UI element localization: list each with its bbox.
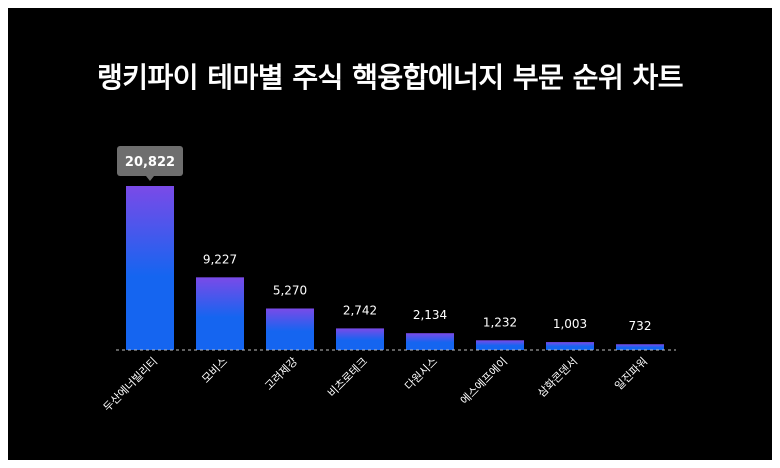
bar-7[interactable] xyxy=(546,342,594,350)
bar-6[interactable] xyxy=(476,340,524,350)
category-label-1: 두산에너빌리티 xyxy=(101,355,160,414)
value-label-7: 1,003 xyxy=(553,317,587,331)
bar-5[interactable] xyxy=(406,333,454,350)
value-label-4: 2,742 xyxy=(343,303,377,317)
chart-title: 랭키파이 테마별 주식 핵융합에너지 부문 순위 차트 xyxy=(97,61,683,94)
value-label-6: 1,232 xyxy=(483,315,517,329)
category-label-5: 다원시스 xyxy=(402,355,440,393)
tooltip-pointer xyxy=(146,176,154,181)
value-label-2: 9,227 xyxy=(203,252,237,266)
bar-3[interactable] xyxy=(266,308,314,350)
value-label-8: 732 xyxy=(629,319,652,333)
value-tooltip xyxy=(117,146,183,176)
category-label-7: 삼화콘덴서 xyxy=(535,355,580,400)
bar-4[interactable] xyxy=(336,328,384,350)
category-label-4: 비츠로테크 xyxy=(325,355,370,400)
value-label-3: 5,270 xyxy=(273,283,307,297)
category-label-3: 고려제강 xyxy=(262,355,300,393)
category-label-2: 모비스 xyxy=(199,355,230,386)
bar-chart: 20,822 두산에너빌리티 9,227 모비스 5,270 고려제강 2,742 비츠로테크… xyxy=(101,146,676,414)
category-label-8: 일진파워 xyxy=(612,354,651,393)
bar-8[interactable] xyxy=(616,344,664,350)
value-label-5: 2,134 xyxy=(413,308,447,322)
chart-frame: 랭키파이 테마별 주식 핵융합에너지 부문 순위 차트 20,822 두산에너빌리… xyxy=(8,8,772,460)
bar-2[interactable] xyxy=(196,277,244,350)
category-label-6: 에스에프에이 xyxy=(458,355,510,407)
bar-1[interactable] xyxy=(126,186,174,350)
value-label-1: 20,822 xyxy=(125,155,175,170)
